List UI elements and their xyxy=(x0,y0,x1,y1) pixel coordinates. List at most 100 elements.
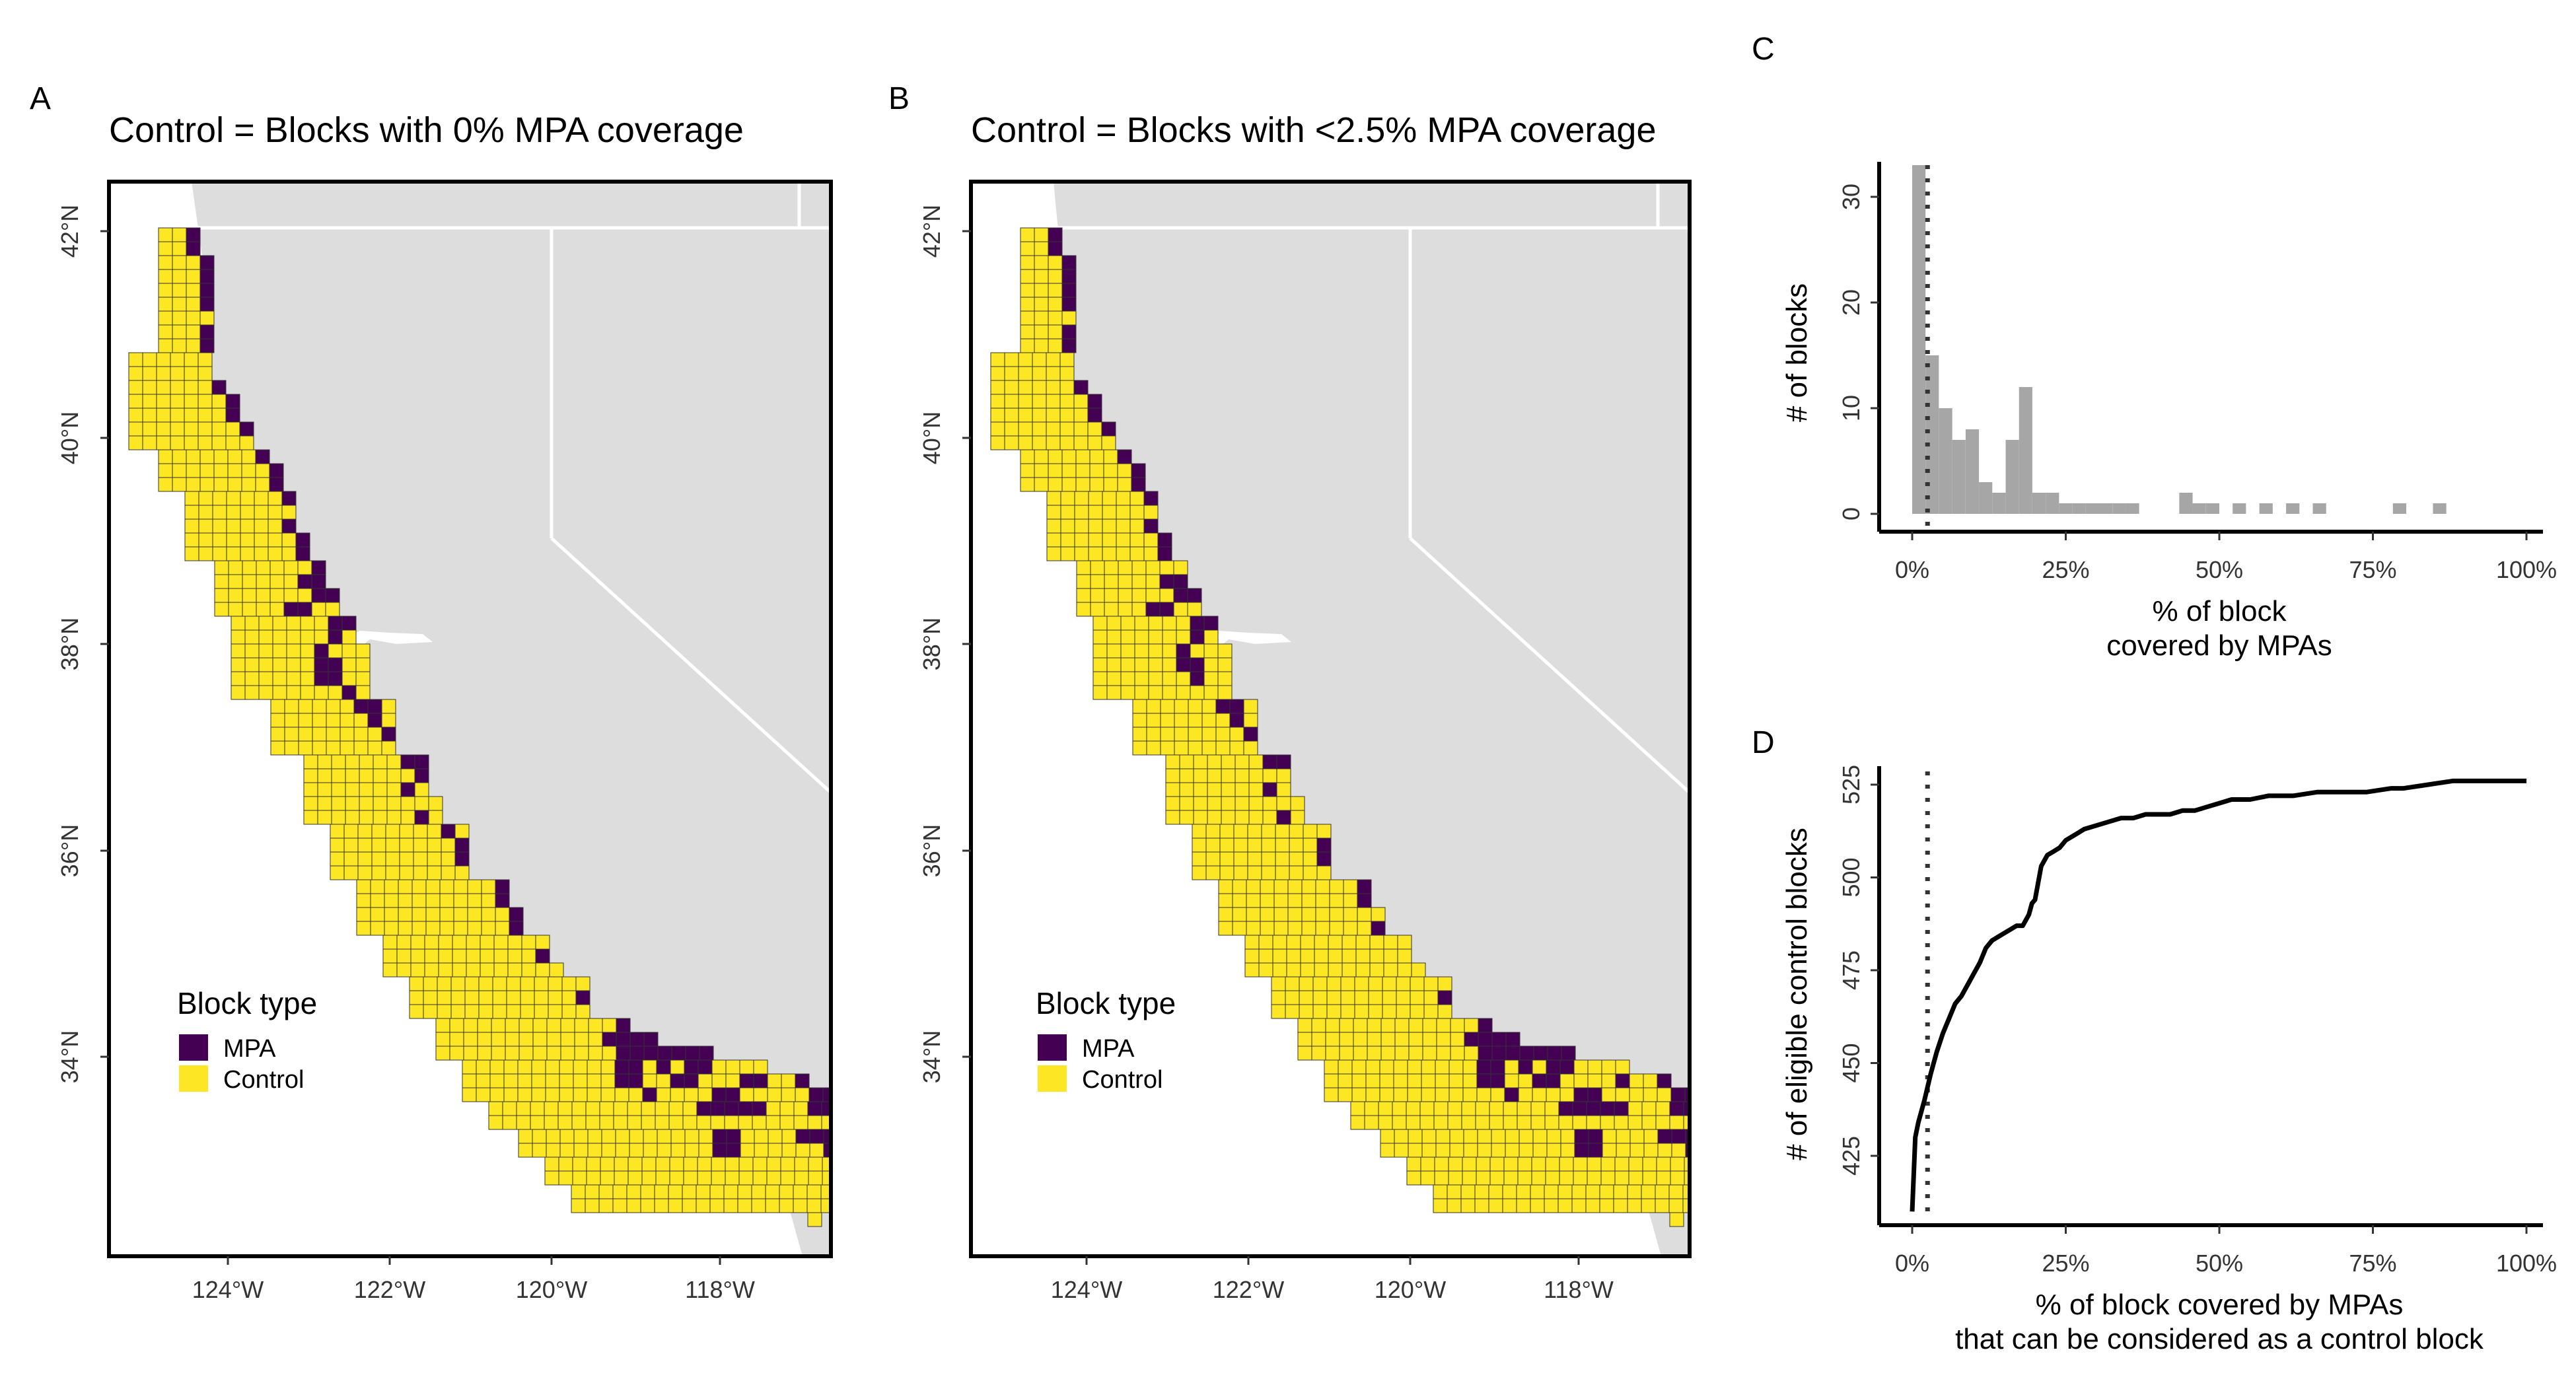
control-block xyxy=(600,1156,615,1172)
control-block xyxy=(1435,1073,1450,1088)
control-block xyxy=(1118,574,1133,589)
control-block xyxy=(1571,1198,1587,1213)
control-block xyxy=(1173,602,1188,617)
control-block xyxy=(1046,505,1061,520)
control-block xyxy=(1329,921,1344,936)
control-block xyxy=(1643,1143,1659,1158)
control-block xyxy=(1232,879,1247,894)
control-block xyxy=(1193,810,1208,825)
mpa-block xyxy=(509,907,524,922)
control-block xyxy=(1060,491,1075,506)
control-block xyxy=(670,1059,685,1075)
control-block xyxy=(452,948,467,964)
control-block xyxy=(1004,366,1019,381)
control-block xyxy=(1628,1101,1643,1116)
control-block xyxy=(521,962,536,978)
mpa-block xyxy=(725,1087,740,1102)
control-block xyxy=(256,574,271,589)
control-block xyxy=(492,990,507,1005)
control-block xyxy=(641,1101,656,1116)
mpa-block xyxy=(1532,1073,1547,1088)
control-block xyxy=(1697,1199,1711,1213)
control-block xyxy=(1557,1184,1573,1199)
control-block xyxy=(413,824,428,839)
control-block xyxy=(303,782,318,797)
control-block xyxy=(548,976,563,991)
control-block xyxy=(481,907,496,922)
control-block xyxy=(142,435,157,450)
control-block xyxy=(1132,699,1147,714)
mpa-block xyxy=(311,560,326,575)
control-block xyxy=(256,560,271,575)
control-block xyxy=(1192,837,1207,853)
control-block xyxy=(462,1073,477,1088)
control-block xyxy=(1433,1101,1449,1116)
control-block xyxy=(793,1101,808,1116)
control-block xyxy=(1655,1198,1670,1213)
control-block xyxy=(1048,477,1063,492)
control-block xyxy=(1261,837,1276,853)
mpa-block xyxy=(1229,713,1244,728)
control-block xyxy=(1088,505,1103,520)
mpa-block xyxy=(199,269,215,284)
control-block xyxy=(668,1101,684,1116)
control-block xyxy=(268,518,283,534)
control-block xyxy=(441,865,456,880)
control-block xyxy=(643,1129,658,1144)
control-block xyxy=(1530,1115,1546,1130)
control-block xyxy=(521,935,536,950)
control-block xyxy=(850,1171,864,1185)
control-block xyxy=(1020,269,1035,284)
control-block xyxy=(1435,1059,1450,1075)
control-block xyxy=(1297,1046,1312,1061)
control-block xyxy=(1074,532,1089,548)
control-block xyxy=(835,1199,849,1213)
control-block xyxy=(723,1184,738,1199)
control-block xyxy=(1380,1046,1396,1061)
mpa-block xyxy=(906,1171,919,1185)
control-block xyxy=(1503,1115,1518,1130)
control-block xyxy=(270,727,285,742)
control-block xyxy=(314,616,329,631)
control-block xyxy=(629,1143,644,1158)
control-block xyxy=(1628,1170,1643,1186)
control-block xyxy=(1134,657,1149,672)
control-block xyxy=(1273,921,1289,936)
control-block xyxy=(312,727,327,742)
control-block xyxy=(199,449,215,464)
control-block xyxy=(1408,1032,1423,1047)
control-block xyxy=(1217,685,1233,700)
control-block xyxy=(184,408,199,423)
control-block xyxy=(1032,352,1047,367)
control-block xyxy=(1103,477,1118,492)
panel-b-legend: Block type MPA Control xyxy=(1036,986,1176,1094)
control-block xyxy=(599,1115,614,1130)
control-block xyxy=(532,1046,548,1061)
control-block xyxy=(1118,560,1133,575)
control-block xyxy=(240,505,255,520)
control-block xyxy=(1090,560,1105,575)
control-block xyxy=(1741,1143,1755,1157)
control-block xyxy=(1357,921,1372,936)
control-block xyxy=(1192,824,1207,839)
control-block xyxy=(1682,1198,1690,1213)
legend-title: Block type xyxy=(1036,986,1176,1020)
control-block xyxy=(1328,935,1343,950)
control-block xyxy=(587,1059,602,1075)
control-block xyxy=(427,865,442,880)
control-block xyxy=(359,754,374,769)
mpa-block xyxy=(1561,1046,1576,1061)
lat-label: 34°N xyxy=(918,1030,945,1083)
control-block xyxy=(767,1087,782,1102)
control-block xyxy=(752,1170,768,1186)
control-block xyxy=(1143,546,1159,561)
control-block xyxy=(575,976,590,991)
control-block xyxy=(128,366,143,381)
control-block xyxy=(600,1073,616,1088)
mpa-block xyxy=(1478,1032,1493,1047)
control-block xyxy=(1303,865,1318,880)
control-block xyxy=(1447,1198,1462,1213)
control-block xyxy=(548,990,563,1005)
control-block xyxy=(682,1101,698,1116)
